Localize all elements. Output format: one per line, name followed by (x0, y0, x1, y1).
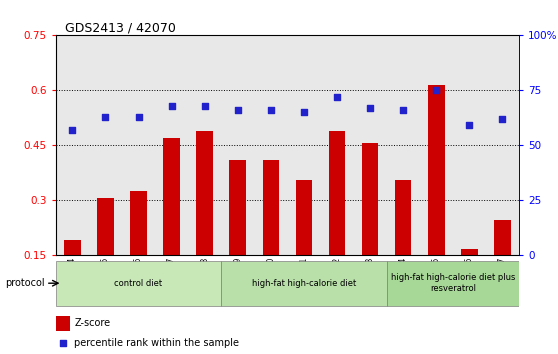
Bar (494, 220, 511, 255)
Point (266, 107, 275, 113)
Point (167, 103, 176, 108)
Point (300, 109, 309, 115)
Bar (229, 160, 246, 255)
Point (398, 107, 407, 113)
Bar (362, 143, 378, 255)
Point (58, 341, 67, 346)
Point (498, 116, 507, 122)
Bar (221, 261, 387, 306)
Bar (296, 180, 312, 255)
Bar (56, 316, 70, 331)
Bar (64, 240, 80, 255)
Text: GDS2413 / 42070: GDS2413 / 42070 (65, 21, 176, 34)
Point (333, 94, 341, 100)
Point (68, 127, 77, 133)
Bar (387, 261, 519, 306)
Bar (97, 198, 114, 255)
Point (432, 87, 441, 93)
Bar (163, 138, 180, 255)
Text: control diet: control diet (114, 279, 162, 288)
Text: high-fat high-calorie diet plus
resveratrol: high-fat high-calorie diet plus resverat… (391, 274, 515, 293)
Text: Z-score: Z-score (74, 318, 110, 329)
Point (101, 114, 110, 119)
Text: percentile rank within the sample: percentile rank within the sample (74, 338, 239, 348)
Bar (461, 249, 478, 255)
Bar (196, 131, 213, 255)
Point (365, 105, 374, 111)
Bar (329, 131, 345, 255)
Point (233, 107, 242, 113)
Text: protocol: protocol (6, 278, 45, 288)
Bar (56, 261, 221, 306)
Bar (130, 191, 147, 255)
Point (200, 103, 209, 108)
Bar (263, 160, 279, 255)
Point (465, 122, 474, 128)
Point (134, 114, 143, 119)
Bar (428, 85, 445, 255)
Bar (395, 180, 411, 255)
Text: high-fat high-calorie diet: high-fat high-calorie diet (252, 279, 356, 288)
